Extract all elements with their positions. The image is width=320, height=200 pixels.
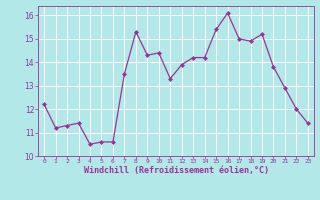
X-axis label: Windchill (Refroidissement éolien,°C): Windchill (Refroidissement éolien,°C) xyxy=(84,166,268,175)
